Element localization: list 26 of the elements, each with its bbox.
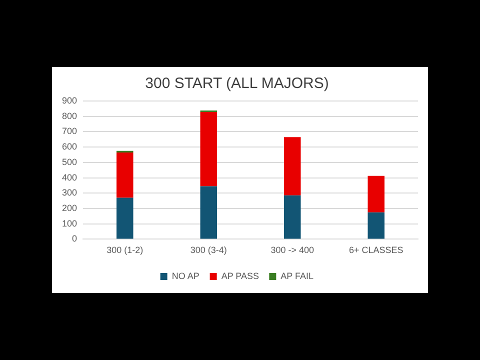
y-tick-label: 500	[62, 156, 78, 167]
bar	[200, 112, 218, 186]
legend-label: AP FAIL	[280, 270, 314, 281]
x-tick-label: 300 (3-4)	[190, 245, 227, 256]
y-tick-label: 100	[62, 218, 78, 228]
legend-label: AP PASS	[221, 270, 260, 281]
x-tick-label: 300 (1-2)	[106, 245, 144, 256]
bar	[116, 152, 134, 198]
legend-label: NO AP	[172, 270, 200, 281]
bar	[368, 212, 384, 239]
bar	[368, 176, 384, 212]
bar	[284, 195, 301, 239]
y-tick-label: 800	[62, 110, 78, 121]
x-tick-label: 6+ CLASSES	[348, 245, 404, 256]
y-tick-label: 600	[62, 142, 78, 152]
bar	[200, 186, 218, 239]
y-tick-label: 900	[62, 95, 78, 106]
bar	[284, 137, 301, 196]
chart-title: 300 START (ALL MAJORS)	[145, 75, 329, 92]
y-tick-label: 0	[72, 234, 78, 244]
x-tick-label: 300 -> 400	[270, 245, 314, 256]
y-tick-label: 400	[62, 172, 78, 182]
y-tick-label: 300	[62, 188, 78, 198]
y-tick-label: 700	[62, 126, 78, 136]
bar	[116, 198, 134, 239]
y-tick-label: 200	[62, 202, 78, 213]
